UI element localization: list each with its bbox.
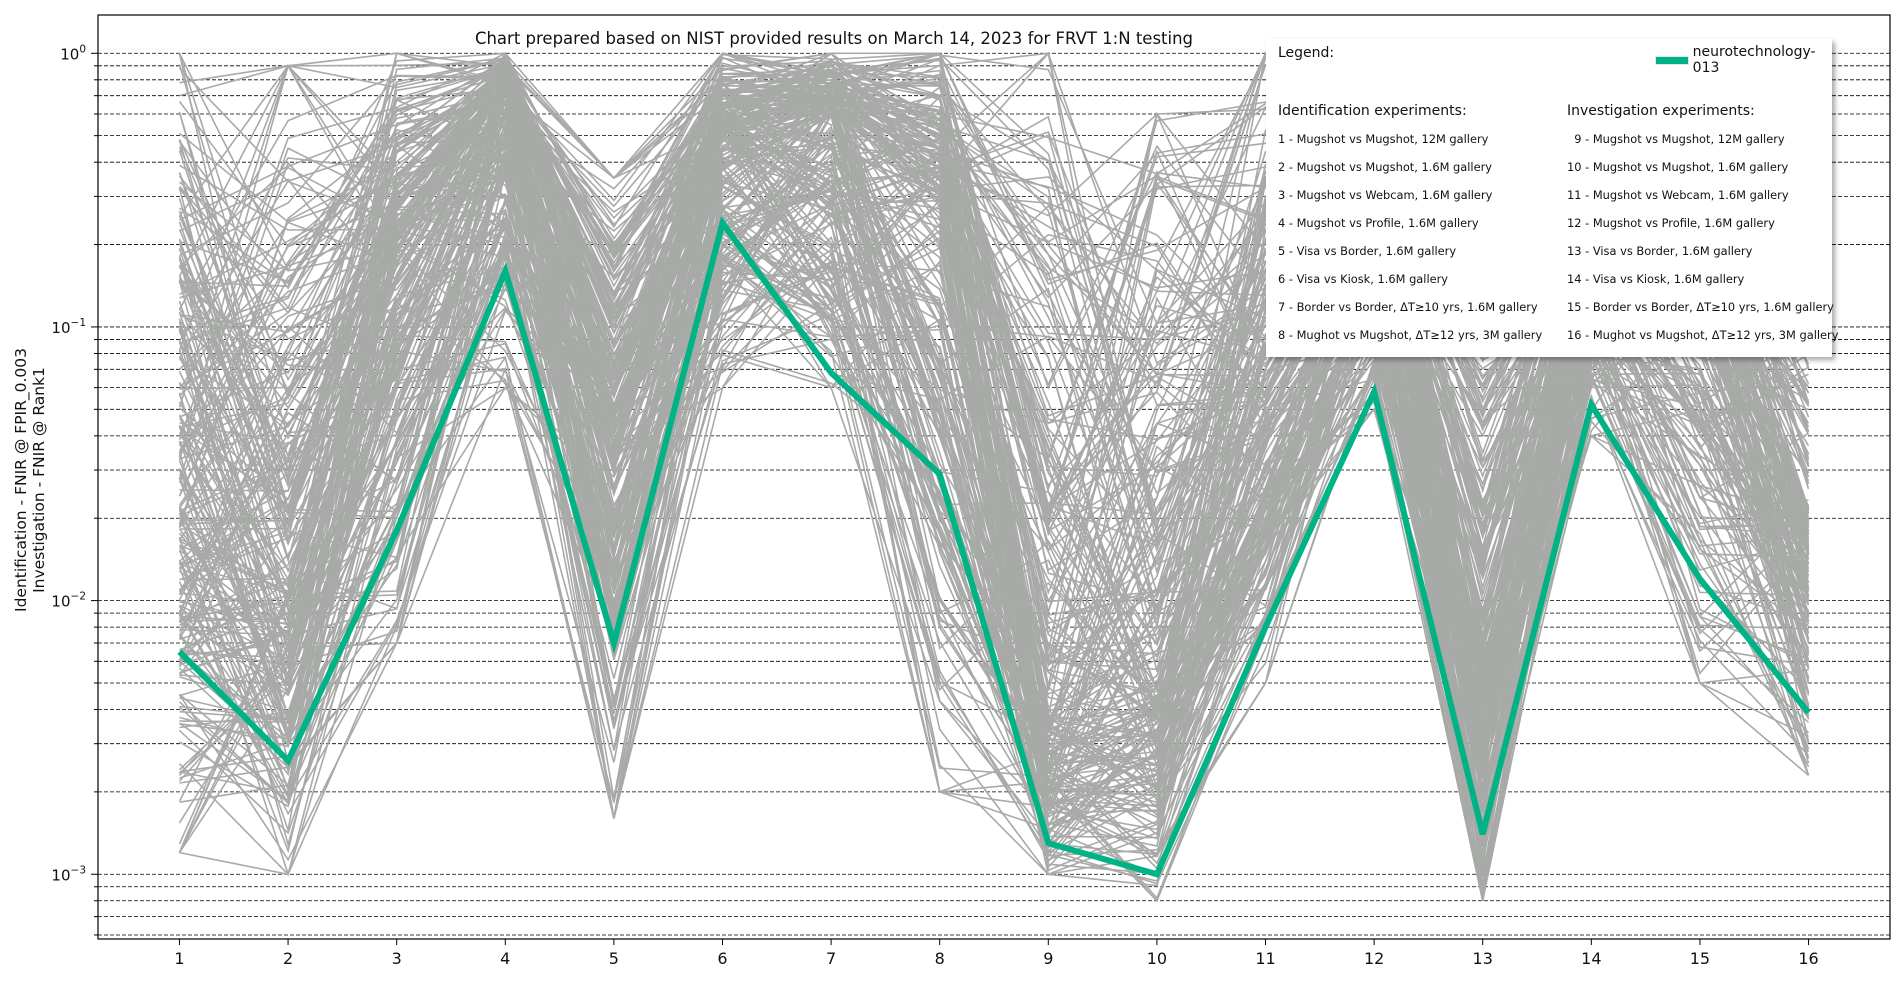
background-series-line	[178, 56, 1809, 597]
investigation-title: Investigation experiments:	[1567, 103, 1755, 119]
background-series-line	[179, 65, 1810, 698]
experiment-item: 7 - Border vs Border, ΔT≥10 yrs, 1.6M ga…	[1278, 300, 1538, 314]
y-tick-label: 10−3	[51, 864, 86, 884]
background-series-line	[179, 78, 1810, 767]
y-tick-label: 100	[60, 43, 86, 63]
experiment-item: 6 - Visa vs Kiosk, 1.6M gallery	[1278, 272, 1449, 286]
neurotechnology-013-line	[177, 215, 1811, 878]
experiment-item: 16 - Mughot vs Mugshot, ΔT≥12 yrs, 3M ga…	[1567, 328, 1839, 342]
background-series-line	[178, 157, 1810, 731]
experiment-item: 11 - Mugshot vs Webcam, 1.6M gallery	[1567, 188, 1789, 202]
background-series-line	[178, 74, 1810, 681]
x-tick-label: 8	[935, 949, 945, 968]
x-tick-label: 14	[1581, 949, 1601, 968]
x-tick-label: 4	[500, 949, 510, 968]
highlight-series	[177, 215, 1811, 878]
legend: Legend: neurotechnology-013 Identificati…	[1266, 39, 1838, 357]
chart-title: Chart prepared based on NIST provided re…	[475, 29, 1193, 48]
background-series-line	[178, 255, 1810, 823]
x-tick-label: 5	[609, 949, 619, 968]
experiment-item: 14 - Visa vs Kiosk, 1.6M gallery	[1567, 272, 1745, 286]
experiment-item: 10 - Mugshot vs Mugshot, 1.6M gallery	[1567, 160, 1789, 174]
investigation-experiments: Investigation experiments: 9 - Mugshot v…	[1567, 103, 1838, 355]
x-tick-label: 3	[392, 949, 402, 968]
background-series-line	[178, 142, 1810, 862]
x-tick-label: 11	[1255, 949, 1275, 968]
x-tick-label: 10	[1147, 949, 1167, 968]
y-axis-label: Identification - FNIR @ FPIR_0.003 Inves…	[12, 348, 48, 612]
x-tick-label: 16	[1798, 949, 1818, 968]
experiment-item: 13 - Visa vs Border, 1.6M gallery	[1567, 244, 1753, 258]
experiment-item: 2 - Mugshot vs Mugshot, 1.6M gallery	[1278, 160, 1493, 174]
background-series-line	[178, 73, 1809, 538]
x-tick-label: 7	[826, 949, 836, 968]
background-series-line	[178, 179, 1810, 901]
identification-experiments: Identification experiments: 1 - Mugshot …	[1278, 103, 1542, 355]
plot-frame	[97, 14, 1891, 940]
background-series-line	[178, 107, 1809, 790]
x-tick-label: 6	[717, 949, 727, 968]
legend-entry-label: neurotechnology-013	[1692, 44, 1816, 76]
y-axis-label-line-1: Identification - FNIR @ FPIR_0.003	[12, 348, 31, 612]
x-tick-label: 9	[1043, 949, 1053, 968]
x-tick-label: 12	[1364, 949, 1384, 968]
experiment-item: 9 - Mugshot vs Mugshot, 12M gallery	[1567, 132, 1785, 146]
x-axis-ticks: 1 2 3 4 5 6 7 8 9 10 11 12 13 14 15 16	[174, 939, 1819, 968]
y-tick-label: 10−1	[51, 317, 86, 337]
background-series-line	[178, 185, 1810, 890]
experiment-item: 15 - Border vs Border, ΔT≥10 yrs, 1.6M g…	[1567, 300, 1834, 314]
experiment-item: 3 - Mugshot vs Webcam, 1.6M gallery	[1278, 188, 1493, 202]
background-series-line	[179, 168, 1809, 870]
x-tick-label: 13	[1473, 949, 1493, 968]
experiment-item: 5 - Visa vs Border, 1.6M gallery	[1278, 244, 1457, 258]
background-series-line	[179, 135, 1810, 834]
legend-heading: Legend:	[1278, 45, 1335, 61]
background-series-line	[179, 95, 1809, 733]
background-series-line	[179, 84, 1810, 709]
background-series-line	[179, 114, 1810, 719]
identification-title: Identification experiments:	[1278, 103, 1467, 119]
background-series-line	[178, 123, 1809, 775]
background-series-line	[178, 60, 1810, 647]
x-tick-label: 2	[283, 949, 293, 968]
legend-swatch	[1655, 55, 1689, 65]
y-tick-label: 10−2	[51, 591, 86, 611]
experiment-item: 4 - Mugshot vs Profile, 1.6M gallery	[1278, 216, 1479, 230]
legend-entry-neurotechnology: neurotechnology-013	[1655, 44, 1832, 76]
x-tick-label: 1	[174, 949, 184, 968]
background-series-line	[179, 73, 1810, 777]
experiment-item: 8 - Mughot vs Mugshot, ΔT≥12 yrs, 3M gal…	[1278, 328, 1543, 342]
experiment-item: 1 - Mugshot vs Mugshot, 12M gallery	[1278, 132, 1489, 146]
experiment-item: 12 - Mugshot vs Profile, 1.6M gallery	[1567, 216, 1775, 230]
x-tick-label: 15	[1690, 949, 1710, 968]
y-axis-label-line-2: Investigation - FNIR @ Rank1	[30, 367, 48, 593]
y-axis-ticks: 10−3 10−2 10−1 100	[51, 43, 98, 936]
background-series-line	[178, 133, 1810, 760]
